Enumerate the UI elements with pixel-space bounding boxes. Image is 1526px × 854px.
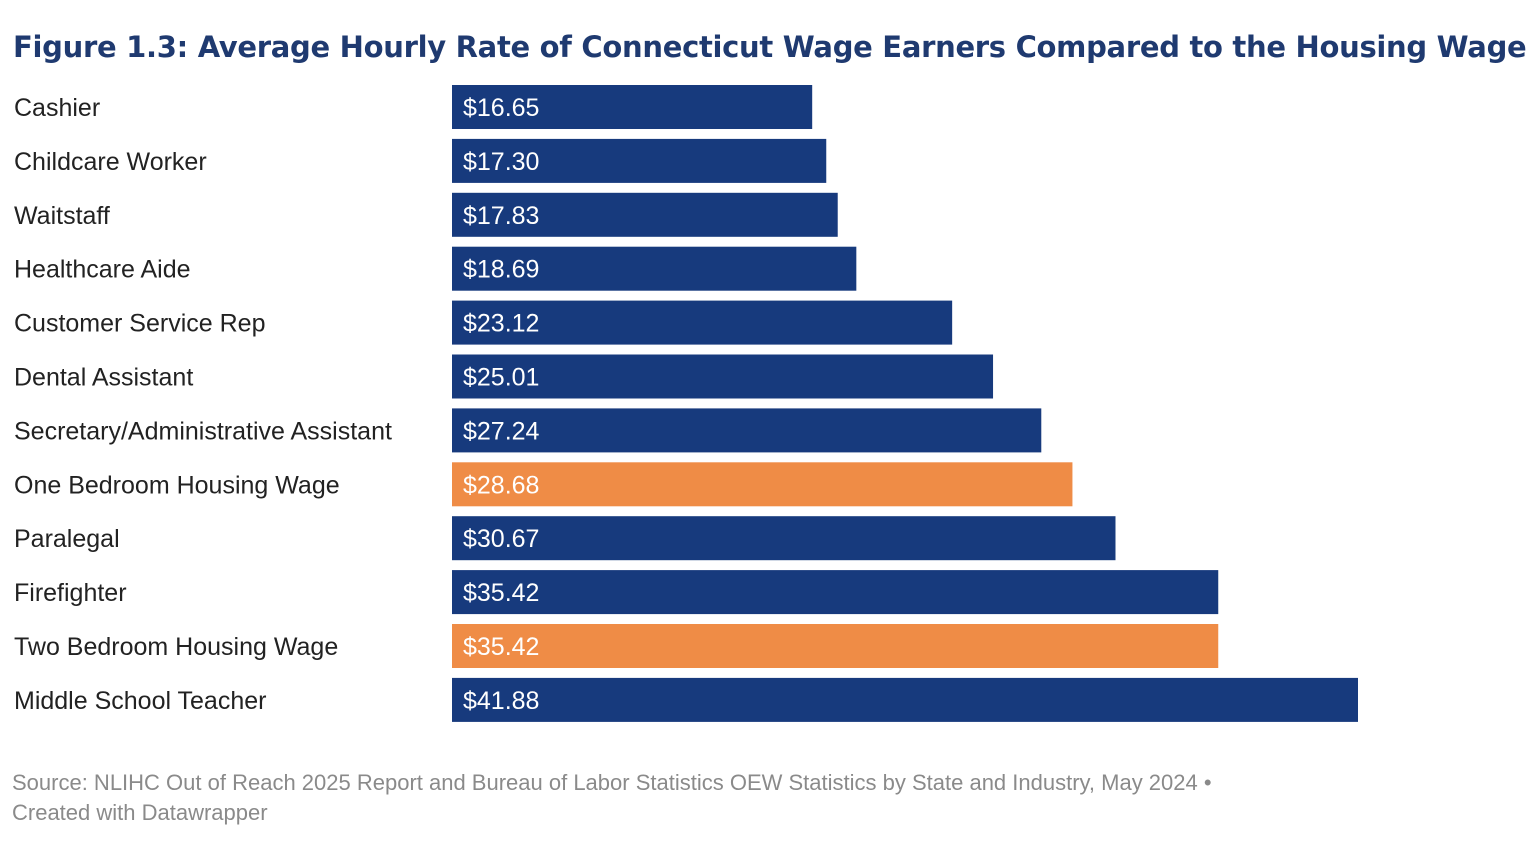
- source-line-1: Source: NLIHC Out of Reach 2025 Report a…: [12, 770, 1212, 795]
- bar-chart: Cashier $16.65 Childcare Worker $17.30 Waits…: [14, 85, 1358, 722]
- value-label: $16.65: [463, 94, 539, 122]
- value-label: $28.68: [463, 471, 539, 499]
- category-label: Secretary/Administrative Assistant: [14, 417, 392, 445]
- category-label: Two Bedroom Housing Wage: [14, 633, 338, 661]
- value-label: $35.42: [463, 579, 539, 607]
- source-line-2: Created with Datawrapper: [12, 800, 268, 825]
- value-label: $27.24: [463, 417, 540, 445]
- chart-title-text: Figure 1.3: Average Hourly Rate of Conne…: [13, 30, 1526, 64]
- category-label: Childcare Worker: [14, 148, 207, 176]
- category-label: Firefighter: [14, 579, 127, 607]
- category-label: Customer Service Rep: [14, 310, 265, 338]
- wage-bar: [452, 85, 813, 129]
- wage-bar: [452, 570, 1219, 615]
- housing-wage-bar: [452, 624, 1219, 668]
- value-label: $35.42: [463, 633, 539, 661]
- category-label: One Bedroom Housing Wage: [14, 471, 340, 499]
- value-label: $25.01: [463, 364, 539, 392]
- wage-bar: [452, 300, 953, 345]
- wage-bar: [452, 516, 1116, 561]
- source-note: Source: NLIHC Out of Reach 2025 Report a…: [12, 768, 1412, 828]
- value-label: $17.83: [463, 202, 539, 230]
- value-label: $41.88: [463, 687, 539, 715]
- wage-bar: [452, 354, 994, 399]
- wage-bar: [452, 192, 838, 237]
- value-label: $18.69: [463, 256, 539, 284]
- wage-bar: [452, 408, 1042, 453]
- housing-wage-bar: [452, 462, 1073, 507]
- value-label: $30.67: [463, 525, 539, 553]
- wage-bar: [452, 138, 827, 183]
- category-label: Healthcare Aide: [14, 256, 191, 284]
- category-label: Dental Assistant: [14, 364, 193, 392]
- chart-title: Figure 1.3: Average Hourly Rate of Conne…: [13, 30, 1526, 64]
- category-label: Waitstaff: [14, 202, 110, 230]
- category-label: Cashier: [14, 94, 100, 122]
- value-label: $23.12: [463, 310, 539, 338]
- category-label: Paralegal: [14, 525, 120, 553]
- wage-bar: [452, 677, 1358, 722]
- wage-bar: [452, 246, 857, 291]
- value-label: $17.30: [463, 148, 539, 176]
- category-label: Middle School Teacher: [14, 687, 266, 715]
